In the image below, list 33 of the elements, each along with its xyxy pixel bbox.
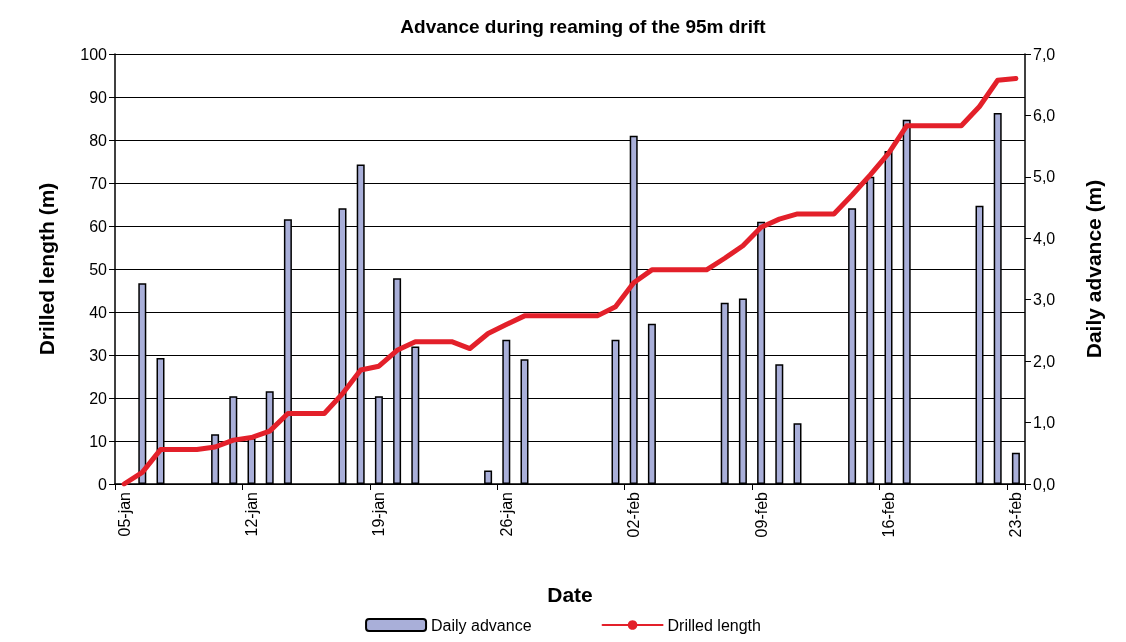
y-tick-label: 50 bbox=[89, 260, 108, 278]
y-tick-label: 30 bbox=[89, 346, 108, 364]
x-tick-label: 12-jan bbox=[243, 492, 260, 537]
y-tick-label: 60 bbox=[89, 217, 108, 235]
x-tick-label: 16-feb bbox=[880, 491, 897, 538]
y2-tick-label: 2,0 bbox=[1033, 352, 1056, 370]
y2-tick-label: 5,0 bbox=[1033, 168, 1056, 186]
y2-tick-label: 4,0 bbox=[1033, 229, 1056, 247]
x-tick-label: 09-feb bbox=[752, 491, 770, 538]
y-tick-label: 70 bbox=[89, 174, 108, 192]
x-axis-title: Date bbox=[547, 583, 593, 606]
y-tick-label: 10 bbox=[89, 432, 108, 450]
y2-tick-label: 0,0 bbox=[1033, 475, 1056, 493]
x-tick-label: 05-jan bbox=[115, 492, 133, 537]
y-tick-label: 20 bbox=[89, 389, 108, 407]
y2-tick-label: 1,0 bbox=[1033, 414, 1056, 432]
y-tick-label: 0 bbox=[98, 475, 108, 493]
x-tick-label: 19-jan bbox=[370, 492, 388, 537]
y2-axis-title: Daily advance (m) bbox=[1082, 179, 1105, 359]
y-tick-label: 90 bbox=[89, 88, 108, 106]
y2-tick-label: 3,0 bbox=[1033, 291, 1056, 309]
y2-tick-label: 7,0 bbox=[1033, 45, 1056, 63]
y-tick-label: 80 bbox=[89, 131, 108, 149]
x-tick-label: 26-jan bbox=[497, 492, 515, 537]
y-tick-label: 100 bbox=[80, 45, 108, 63]
legend-label: Drilled length bbox=[667, 616, 761, 634]
y-tick-label: 40 bbox=[89, 303, 108, 321]
legend-label: Daily advance bbox=[431, 616, 532, 634]
y-axis-title: Drilled length (m) bbox=[35, 182, 58, 356]
y2-tick-label: 6,0 bbox=[1033, 106, 1056, 124]
x-tick-label: 02-feb bbox=[625, 491, 643, 538]
chart-title: Advance during reaming of the 95m drift bbox=[400, 16, 767, 37]
x-tick-label: 23-feb bbox=[1007, 491, 1025, 538]
